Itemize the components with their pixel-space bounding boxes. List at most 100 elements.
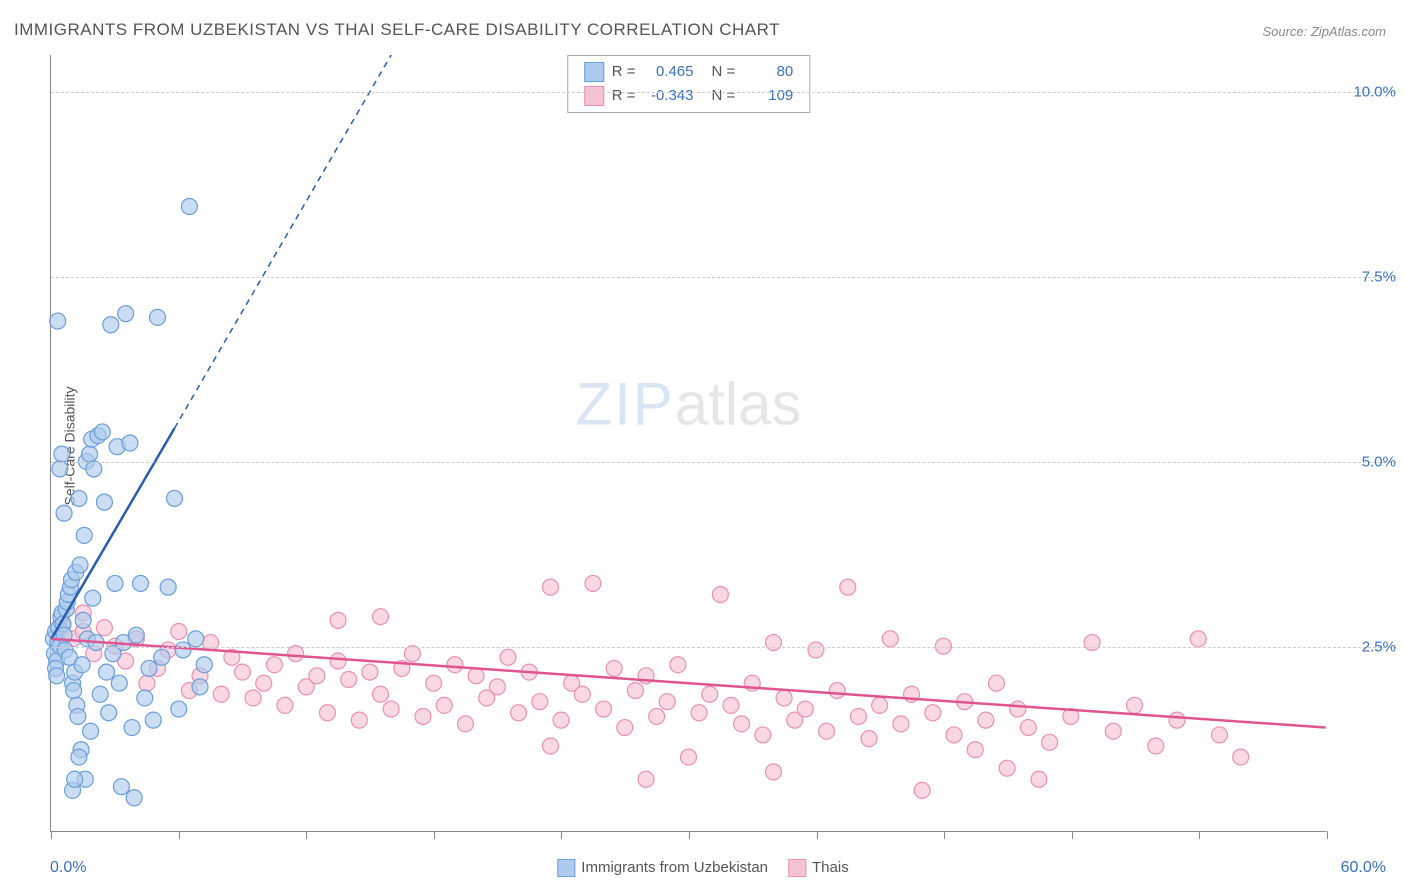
scatter-point [351, 712, 367, 728]
legend-item: Immigrants from Uzbekistan [557, 859, 768, 877]
scatter-point [256, 675, 272, 691]
x-tick [561, 831, 562, 839]
scatter-point [723, 697, 739, 713]
scatter-point [128, 627, 144, 643]
scatter-point [150, 309, 166, 325]
scatter-point [86, 461, 102, 477]
scatter-point [765, 635, 781, 651]
scatter-point [426, 675, 442, 691]
scatter-point [94, 424, 110, 440]
gridline [51, 647, 1396, 648]
scatter-point [126, 790, 142, 806]
scatter-point [192, 679, 208, 695]
scatter-point [74, 657, 90, 673]
scatter-point [167, 490, 183, 506]
scatter-point [829, 683, 845, 699]
scatter-point [808, 642, 824, 658]
scatter-point [882, 631, 898, 647]
stats-row: R =-0.343N =109 [584, 84, 794, 108]
scatter-point [66, 683, 82, 699]
scatter-point [96, 620, 112, 636]
scatter-point [373, 609, 389, 625]
stats-swatch [584, 86, 604, 106]
scatter-point [1127, 697, 1143, 713]
scatter-point [85, 590, 101, 606]
scatter-point [819, 723, 835, 739]
y-tick-label: 7.5% [1336, 269, 1396, 286]
scatter-point [50, 313, 66, 329]
scatter-point [436, 697, 452, 713]
scatter-point [71, 490, 87, 506]
scatter-point [76, 527, 92, 543]
scatter-point [776, 690, 792, 706]
trend-line [51, 639, 1325, 728]
scatter-point [914, 782, 930, 798]
trend-line [51, 428, 174, 639]
scatter-point [585, 575, 601, 591]
source-label: Source: ZipAtlas.com [1262, 24, 1386, 39]
scatter-point [82, 446, 98, 462]
scatter-point [1031, 771, 1047, 787]
scatter-point [617, 720, 633, 736]
scatter-point [83, 723, 99, 739]
scatter-point [309, 668, 325, 684]
scatter-point [72, 557, 88, 573]
scatter-point [1020, 720, 1036, 736]
scatter-point [532, 694, 548, 710]
trend-line-extrapolated [175, 55, 392, 428]
scatter-point [553, 712, 569, 728]
scatter-point [542, 579, 558, 595]
correlation-chart: IMMIGRANTS FROM UZBEKISTAN VS THAI SELF-… [0, 0, 1406, 892]
scatter-point [797, 701, 813, 717]
scatter-point [175, 642, 191, 658]
scatter-point [1169, 712, 1185, 728]
x-axis-min-label: 0.0% [50, 859, 86, 877]
scatter-point [54, 446, 70, 462]
scatter-point [691, 705, 707, 721]
stats-r-value: -0.343 [644, 84, 694, 108]
y-tick-label: 2.5% [1336, 639, 1396, 656]
scatter-point [840, 579, 856, 595]
scatter-point [1190, 631, 1206, 647]
scatter-svg [51, 55, 1326, 831]
scatter-point [574, 686, 590, 702]
scatter-point [330, 612, 346, 628]
scatter-point [1233, 749, 1249, 765]
scatter-point [203, 635, 219, 651]
gridline [51, 462, 1396, 463]
scatter-point [213, 686, 229, 702]
legend-item: Thais [788, 859, 849, 877]
scatter-point [75, 612, 91, 628]
scatter-point [383, 701, 399, 717]
legend-swatch [788, 859, 806, 877]
gridline [51, 277, 1396, 278]
scatter-point [649, 708, 665, 724]
scatter-point [71, 749, 87, 765]
stats-n-label: N = [712, 84, 736, 108]
scatter-point [1148, 738, 1164, 754]
scatter-point [489, 679, 505, 695]
scatter-point [850, 708, 866, 724]
x-tick [817, 831, 818, 839]
scatter-point [234, 664, 250, 680]
scatter-point [288, 646, 304, 662]
x-tick [944, 831, 945, 839]
stats-r-label: R = [612, 84, 636, 108]
scatter-point [755, 727, 771, 743]
scatter-point [872, 697, 888, 713]
scatter-point [861, 731, 877, 747]
scatter-point [1105, 723, 1121, 739]
gridline [51, 92, 1396, 93]
stats-n-value: 80 [743, 60, 793, 84]
scatter-point [712, 587, 728, 603]
scatter-point [137, 690, 153, 706]
scatter-point [111, 675, 127, 691]
scatter-point [447, 657, 463, 673]
scatter-point [103, 317, 119, 333]
scatter-point [670, 657, 686, 673]
scatter-point [765, 764, 781, 780]
x-tick [1199, 831, 1200, 839]
scatter-point [330, 653, 346, 669]
stats-r-value: 0.465 [644, 60, 694, 84]
scatter-point [171, 623, 187, 639]
